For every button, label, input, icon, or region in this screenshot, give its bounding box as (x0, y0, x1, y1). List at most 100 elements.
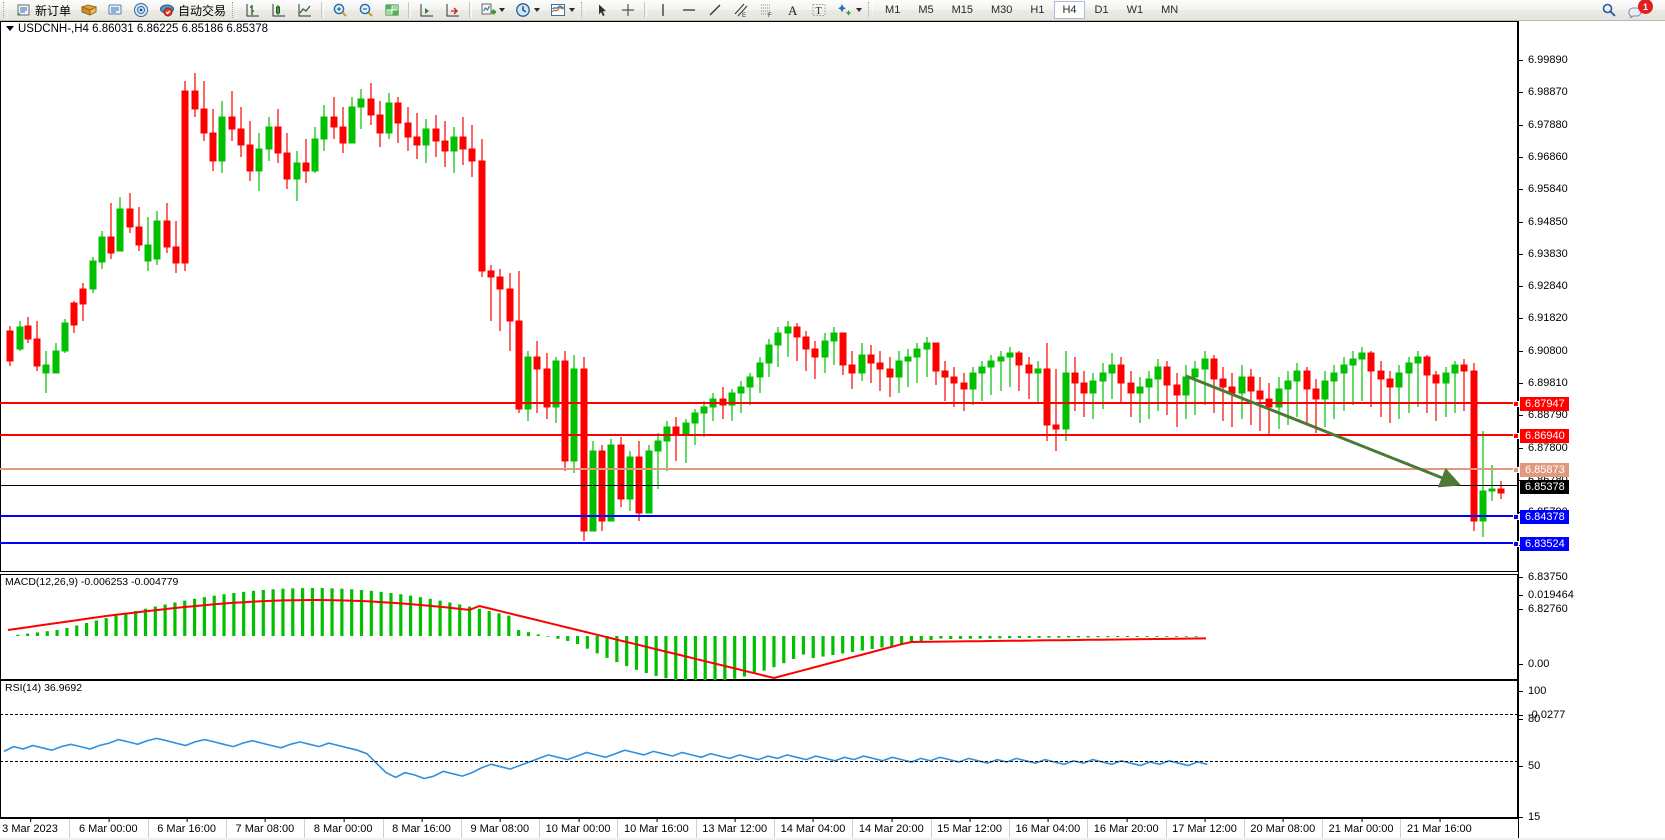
fibonacci-button[interactable]: F (755, 1, 779, 20)
chart-menu-caret-icon[interactable] (6, 26, 14, 31)
text-icon: A (785, 2, 801, 18)
toolbar-grip-2[interactable] (232, 2, 238, 18)
timeframe-w1[interactable]: W1 (1126, 4, 1144, 16)
price-label-entry-level[interactable]: 6.85873 (1520, 463, 1569, 477)
toolbar-grip[interactable] (3, 2, 8, 18)
timeframe-m15[interactable]: M15 (951, 4, 973, 16)
timeframe-mn[interactable]: MN (1161, 4, 1179, 16)
price-line-handle-4[interactable] (1513, 514, 1519, 520)
timeframe-group: M1 M5 M15 M30 H1 H4 D1 W1 MN (876, 1, 1187, 19)
zoom-in-button[interactable] (328, 1, 352, 20)
time-tick: 10 Mar 16:00 (623, 818, 689, 835)
candlestick-button[interactable] (267, 1, 291, 20)
toolbar-grip-4[interactable] (868, 2, 874, 18)
auto-scroll-button[interactable] (441, 1, 465, 20)
tile-windows-button[interactable] (380, 1, 404, 20)
price-label-current-price[interactable]: 6.85378 (1520, 480, 1569, 494)
expert-advisor-button[interactable] (77, 1, 101, 20)
price-line-support-2[interactable] (0, 541, 1519, 547)
time-tick: 21 Mar 16:00 (1406, 818, 1472, 835)
price-tick: 6.91820 (1519, 312, 1568, 324)
time-tick: 3 Mar 2023 (2, 818, 58, 835)
objects-button[interactable] (833, 1, 866, 20)
price-label-support-2[interactable]: 6.83524 (1520, 537, 1569, 551)
periodicity-button[interactable] (511, 1, 544, 20)
main-toolbar: 新订单 (0, 0, 1665, 21)
crosshair-button[interactable] (616, 1, 640, 20)
horizontal-line-button[interactable] (677, 1, 701, 20)
timeframe-h4[interactable]: H4 (1054, 1, 1085, 19)
price-line-handle-5[interactable] (1513, 541, 1519, 547)
macd-label: MACD(12,26,9) -0.006253 -0.004779 (5, 576, 179, 588)
svg-text:F: F (768, 13, 772, 18)
signals-button[interactable] (129, 1, 153, 20)
search-button[interactable] (1597, 1, 1621, 20)
cursor-button[interactable] (590, 1, 614, 20)
candlestick-icon (271, 2, 287, 18)
chart-shift-icon (419, 2, 435, 18)
time-separator (225, 819, 227, 840)
timeframe-d1[interactable]: D1 (1094, 4, 1109, 16)
time-separator (1087, 819, 1089, 840)
time-separator (147, 819, 149, 840)
alerts-button[interactable]: 1 (1623, 0, 1657, 20)
timeframe-h1[interactable]: H1 (1030, 4, 1045, 16)
time-tick: 13 Mar 12:00 (702, 818, 768, 835)
chart-area[interactable]: USDCNH-,H4 6.86031 6.86225 6.85186 6.853… (0, 21, 1665, 840)
chevron-down-icon-3[interactable] (569, 8, 576, 12)
rsi-tick: 100 (1519, 685, 1546, 697)
price-label-support-1[interactable]: 6.84378 (1520, 510, 1569, 524)
zoom-out-button[interactable] (354, 1, 378, 20)
price-line-handle-3[interactable] (1513, 467, 1519, 473)
equidistant-channel-button[interactable]: E (729, 1, 753, 20)
chart-shift-button[interactable] (415, 1, 439, 20)
shapes-icon (837, 2, 853, 18)
chevron-down-icon[interactable] (499, 8, 506, 12)
arrow-cursor-icon (594, 2, 610, 18)
data-center-button[interactable] (103, 1, 127, 20)
price-label-resistance-2[interactable]: 6.86940 (1520, 429, 1569, 443)
price-line-resistance-2[interactable] (0, 433, 1519, 439)
time-separator (69, 819, 71, 840)
price-line-entry[interactable] (0, 467, 1519, 473)
price-tick: 6.98870 (1519, 86, 1568, 98)
vertical-line-button[interactable] (651, 1, 675, 20)
time-tick: 10 Mar 00:00 (545, 818, 611, 835)
time-separator (930, 819, 932, 840)
text-button[interactable]: A (781, 1, 805, 20)
bar-chart-button[interactable] (241, 1, 265, 20)
auto-trading-button[interactable]: 自动交易 (155, 1, 230, 20)
new-order-button[interactable]: 新订单 (12, 1, 75, 20)
line-chart-button[interactable] (293, 1, 317, 20)
rsi-level-50 (0, 761, 1518, 762)
time-axis[interactable]: 3 Mar 2023 6 Mar 00:00 6 Mar 16:00 7 Mar 08… (0, 818, 1518, 840)
chart-title-text: USDCNH-,H4 6.86031 6.86225 6.85186 6.853… (18, 23, 268, 35)
line-chart-icon (297, 2, 313, 18)
chevron-down-icon-2[interactable] (534, 8, 541, 12)
timeframe-m5[interactable]: M5 (918, 4, 934, 16)
price-line-handle-2[interactable] (1513, 433, 1519, 439)
trendline-button[interactable] (703, 1, 727, 20)
timeframe-m30[interactable]: M30 (991, 4, 1013, 16)
time-separator (774, 819, 775, 840)
auto-trading-label: 自动交易 (178, 3, 227, 18)
templates-button[interactable] (546, 1, 579, 20)
text-label-button[interactable]: T (807, 1, 831, 20)
grid-icon (384, 2, 400, 18)
time-tick: 7 Mar 08:00 (235, 818, 295, 835)
chevron-down-icon-4[interactable] (856, 8, 863, 12)
toolbar-grip-3[interactable] (581, 2, 587, 18)
indicators-button[interactable] (476, 1, 509, 20)
time-tick: 6 Mar 16:00 (157, 818, 216, 835)
horizontal-scrollbar[interactable] (0, 838, 1665, 840)
time-separator (695, 819, 697, 840)
zoom-in-icon (332, 2, 348, 18)
price-axis[interactable]: 6.99890 6.98870 6.97880 6.96860 6.95840 6.948… (1518, 21, 1665, 840)
time-tick: 8 Mar 00:00 (313, 818, 373, 835)
price-line-handle[interactable] (1513, 401, 1519, 407)
timeframe-m1[interactable]: M1 (885, 4, 901, 16)
price-line-resistance-1[interactable] (0, 401, 1519, 407)
time-tick: 6 Mar 00:00 (78, 818, 138, 835)
price-label-resistance-1[interactable]: 6.87947 (1520, 397, 1569, 411)
price-line-support-1[interactable] (0, 514, 1519, 520)
